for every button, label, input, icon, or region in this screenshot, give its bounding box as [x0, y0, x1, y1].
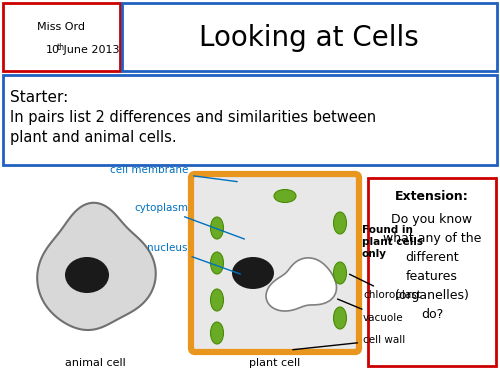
Text: nucleus: nucleus: [148, 243, 240, 274]
Ellipse shape: [65, 257, 109, 293]
Text: Miss Ord: Miss Ord: [37, 22, 85, 32]
Ellipse shape: [210, 322, 224, 344]
FancyBboxPatch shape: [3, 3, 120, 71]
FancyBboxPatch shape: [122, 3, 497, 71]
Text: Starter:: Starter:: [10, 90, 68, 105]
Ellipse shape: [210, 289, 224, 311]
Ellipse shape: [210, 217, 224, 239]
FancyBboxPatch shape: [3, 75, 497, 165]
Text: June 2013: June 2013: [60, 45, 120, 55]
FancyBboxPatch shape: [191, 174, 359, 352]
Ellipse shape: [274, 189, 296, 202]
Ellipse shape: [210, 252, 224, 274]
Text: plant cell: plant cell: [250, 358, 300, 368]
Ellipse shape: [334, 212, 346, 234]
Ellipse shape: [334, 262, 346, 284]
Polygon shape: [37, 203, 156, 330]
Text: th: th: [57, 42, 65, 51]
Ellipse shape: [232, 257, 274, 289]
FancyBboxPatch shape: [368, 178, 496, 366]
Text: Do you know
what any of the
different
features
(organelles)
do?: Do you know what any of the different fe…: [383, 213, 481, 321]
Text: cell membrane: cell membrane: [110, 165, 237, 182]
Text: Looking at Cells: Looking at Cells: [199, 24, 419, 52]
Text: plant and animal cells.: plant and animal cells.: [10, 130, 176, 145]
Text: In pairs list 2 differences and similarities between: In pairs list 2 differences and similari…: [10, 110, 376, 125]
Polygon shape: [266, 258, 336, 311]
Text: vacuole: vacuole: [338, 299, 404, 323]
Text: Extension:: Extension:: [395, 190, 469, 203]
Ellipse shape: [334, 307, 346, 329]
Text: chloroplast: chloroplast: [350, 274, 421, 300]
Text: Found in
plant cells
only: Found in plant cells only: [362, 225, 423, 260]
Text: cell wall: cell wall: [293, 335, 405, 350]
Text: cytoplasm: cytoplasm: [134, 203, 244, 239]
Text: 10: 10: [46, 45, 60, 55]
Text: animal cell: animal cell: [64, 358, 126, 368]
